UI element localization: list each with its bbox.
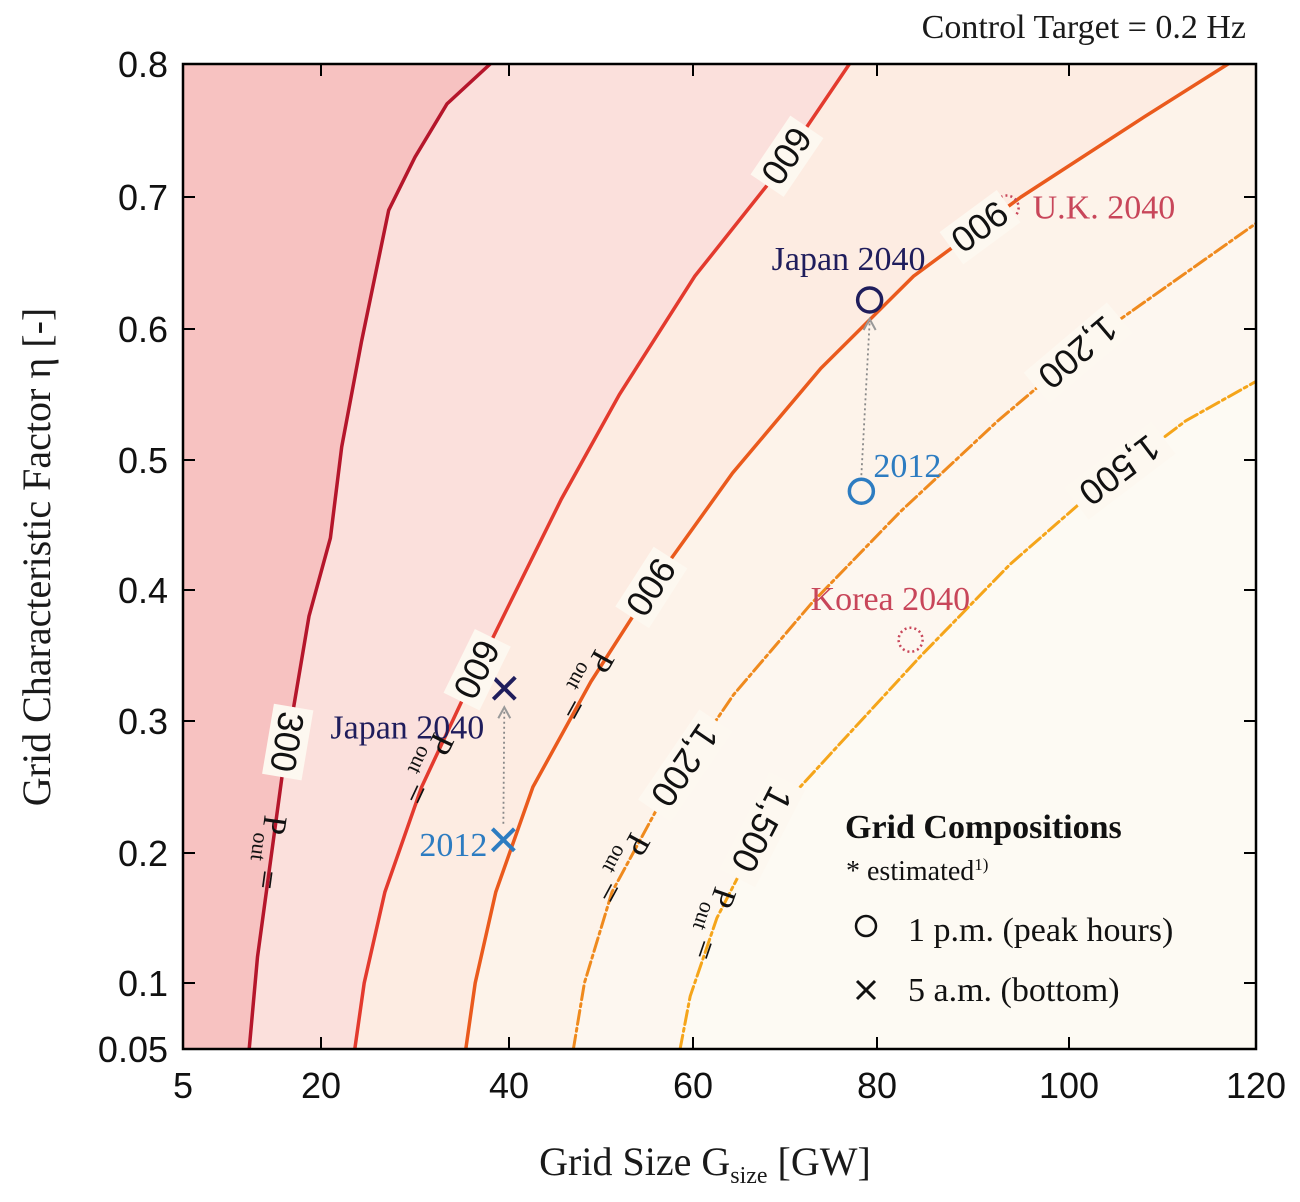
arrow-bottom-shaft: [502, 710, 506, 824]
transition-arrows: [497, 316, 877, 824]
data-point-2-label: U.K. 2040: [1033, 190, 1176, 227]
data-point-0-circle: [855, 286, 884, 314]
contour-label-300: 300: [262, 709, 312, 775]
x-tick-label-40: 40: [489, 1065, 529, 1106]
data-point-5-cross: [490, 827, 516, 853]
contour-label-gap-600: [750, 115, 824, 197]
axis-ticks: 5 20 40 60 80 100 120 0.05 0.1 0.2 0.3 0.4 0.5 0.6 0.7…: [98, 44, 1286, 1106]
x-tick-label-60: 60: [673, 1065, 713, 1106]
contour-label-gap-300: [262, 703, 314, 781]
legend-note-text: * estimated: [846, 856, 974, 887]
contour-line-1200: [571, 221, 1256, 1049]
x-axis-label-subscript: size: [730, 1163, 767, 1189]
legend-circle-icon: [854, 914, 878, 938]
contour-line-300: [247, 64, 492, 1049]
y-tick-label-0.3: 0.3: [118, 701, 168, 742]
arrow-bottom-head: [497, 705, 512, 719]
legend-note-superscript: 1): [974, 855, 988, 874]
contour-prefix-300: Pout=: [242, 813, 294, 892]
contour-label-gap-1200: [637, 709, 733, 823]
data-point-3-dotted-circle: [897, 626, 924, 654]
y-tick-label-0.1: 0.1: [118, 963, 168, 1004]
data-point-4-label: Japan 2040: [330, 709, 484, 746]
data-markers: Japan 2040 2012 U.K. 2040 Korea 2040 Japan 2…: [330, 190, 1175, 864]
y-tick-label-0.5: 0.5: [118, 440, 168, 481]
contour-label-gap-1500: [719, 772, 805, 888]
x-tick-label-80: 80: [857, 1065, 897, 1106]
contour-label-gap-900: [615, 546, 688, 629]
plot-frame: [181, 62, 1258, 1051]
y-tick-label-0.7: 0.7: [118, 177, 168, 218]
y-axis-label: Grid Characteristic Factor η [-]: [14, 308, 59, 807]
legend-title: Grid Compositions: [845, 809, 1122, 846]
data-point-4-cross: [491, 675, 517, 701]
x-axis-label-unit: [GW]: [778, 1139, 871, 1184]
legend-cross-icon: [855, 979, 877, 1001]
legend-entry-peak-label: 1 p.m. (peak hours): [908, 912, 1173, 949]
contour-label-gap-1500: [1064, 421, 1176, 520]
y-tick-label-0.2: 0.2: [118, 833, 168, 874]
y-tick-label-0.8: 0.8: [118, 44, 168, 85]
contour-line-600: [353, 64, 852, 1049]
data-point-0-label: Japan 2040: [772, 241, 926, 278]
legend-note: * estimated1): [846, 855, 988, 887]
x-tick-label-20: 20: [301, 1065, 341, 1106]
data-point-1-label: 2012: [873, 448, 941, 485]
data-point-3-label: Korea 2040: [811, 581, 971, 618]
legend: Grid Compositions * estimated1) 1 p.m. (…: [845, 809, 1173, 1009]
contour-fill-regions: [183, 64, 1256, 1049]
x-axis-label-main: Grid Size G: [539, 1139, 730, 1184]
x-tick-label-5: 5: [173, 1065, 193, 1106]
contour-region-300: [183, 64, 491, 1049]
y-tick-label-0.4: 0.4: [118, 570, 168, 611]
x-axis-label: Grid Size Gsize [GW]: [539, 1139, 871, 1189]
data-point-2-dotted-circle: [993, 194, 1020, 221]
y-tick-label-0.6: 0.6: [118, 309, 168, 350]
data-point-5-label: 2012: [419, 827, 487, 864]
arrow-peak-shaft: [860, 321, 871, 476]
data-point-1-circle: [847, 477, 876, 505]
x-tick-label-120: 120: [1226, 1065, 1286, 1106]
chart-title: Control Target = 0.2 Hz: [922, 9, 1246, 46]
y-tick-label-0.05: 0.05: [98, 1029, 168, 1070]
contour-line-900: [464, 64, 1230, 1049]
contour-label-gap-600: [443, 629, 511, 711]
legend-entry-bottom-label: 5 a.m. (bottom): [908, 972, 1120, 1009]
arrow-peak-head: [862, 316, 877, 331]
contour-label-gap-1200: [1023, 302, 1133, 404]
x-tick-label-100: 100: [1039, 1065, 1099, 1106]
contour-label-gap-900: [939, 190, 1021, 265]
